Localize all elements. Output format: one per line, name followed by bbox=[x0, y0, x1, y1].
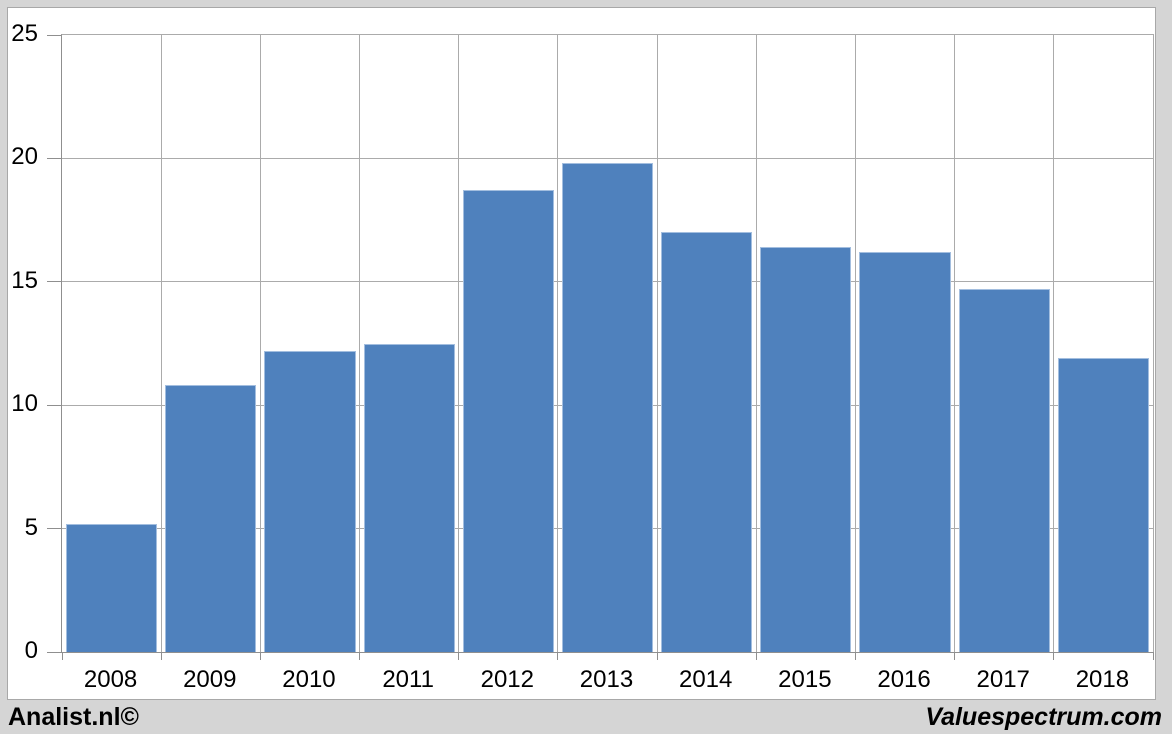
gridline-vertical bbox=[259, 35, 261, 652]
plot-area bbox=[47, 34, 1154, 660]
x-axis-tick bbox=[1053, 652, 1055, 660]
gridline-vertical bbox=[359, 35, 361, 652]
gridline-vertical bbox=[1053, 35, 1055, 652]
x-axis-label-2012: 2012 bbox=[480, 666, 534, 693]
y-axis-tick bbox=[47, 34, 62, 36]
x-axis-label-2017: 2017 bbox=[976, 666, 1030, 693]
x-axis-label-2008: 2008 bbox=[83, 666, 138, 693]
y-axis-tick bbox=[47, 651, 62, 653]
y-axis-label-20: 20 bbox=[11, 143, 38, 171]
x-axis-label-2015: 2015 bbox=[778, 666, 832, 693]
x-axis-label-2010: 2010 bbox=[282, 666, 336, 693]
bar-2009 bbox=[165, 385, 257, 652]
x-axis-tick bbox=[61, 652, 63, 660]
footer: Analist.nl© Valuespectrum.com bbox=[8, 702, 1162, 732]
y-axis-tick bbox=[47, 404, 62, 406]
x-axis-tick bbox=[458, 652, 460, 660]
bar-2010 bbox=[264, 350, 356, 652]
x-axis-tick bbox=[954, 652, 956, 660]
gridline-vertical bbox=[458, 35, 460, 652]
x-axis-tick bbox=[259, 652, 261, 660]
gridline-vertical bbox=[755, 35, 757, 652]
y-axis-labels: 0 5 10 15 20 25 bbox=[8, 20, 54, 664]
gridline-vertical bbox=[160, 35, 162, 652]
x-axis-tick bbox=[160, 652, 162, 660]
gridline-vertical bbox=[954, 35, 956, 652]
bar-2014 bbox=[661, 232, 753, 652]
x-axis-label-2016: 2016 bbox=[877, 666, 931, 693]
bar-2011 bbox=[363, 343, 455, 652]
x-axis-tick bbox=[656, 652, 658, 660]
x-axis-label-2014: 2014 bbox=[678, 666, 733, 693]
footer-right-brand: Valuespectrum.com bbox=[925, 702, 1162, 731]
chart-canvas: 0 5 10 15 20 25 2008 2009 2010 2011 2012 2013 2014 2… bbox=[7, 7, 1156, 700]
x-axis-label-2018: 2018 bbox=[1075, 666, 1130, 693]
y-axis-label-0: 0 bbox=[24, 637, 38, 664]
y-axis-label-15: 15 bbox=[11, 266, 38, 294]
x-axis-tick bbox=[1152, 652, 1154, 660]
bar-2016 bbox=[859, 252, 951, 652]
x-axis-tick bbox=[359, 652, 361, 660]
gridline-vertical bbox=[854, 35, 856, 652]
y-axis-label-10: 10 bbox=[11, 390, 38, 418]
footer-left-brand: Analist.nl© bbox=[8, 702, 139, 731]
y-axis-tick bbox=[47, 281, 62, 283]
x-axis-label-2011: 2011 bbox=[382, 666, 434, 693]
bar-2008 bbox=[66, 523, 158, 652]
gridline-vertical bbox=[656, 35, 658, 652]
bar-2015 bbox=[760, 247, 852, 652]
gridline-horizontal bbox=[62, 157, 1153, 159]
x-axis-tick bbox=[557, 652, 559, 660]
y-axis-label-25: 25 bbox=[11, 20, 38, 47]
y-axis-tick bbox=[47, 157, 62, 159]
x-axis-tick bbox=[854, 652, 856, 660]
bar-2017 bbox=[958, 289, 1050, 652]
y-axis-tick bbox=[47, 528, 62, 530]
bar-2013 bbox=[561, 163, 654, 652]
bar-2012 bbox=[462, 190, 554, 652]
gridline-vertical bbox=[557, 35, 559, 652]
x-axis-tick bbox=[755, 652, 757, 660]
x-axis-labels: 2008 2009 2010 2011 2012 2013 2014 2015 2016 2017… bbox=[61, 666, 1152, 696]
bar-2018 bbox=[1057, 358, 1149, 652]
x-axis-label-2009: 2009 bbox=[183, 666, 237, 693]
x-axis-label-2013: 2013 bbox=[579, 666, 634, 693]
y-axis-label-5: 5 bbox=[24, 513, 38, 541]
